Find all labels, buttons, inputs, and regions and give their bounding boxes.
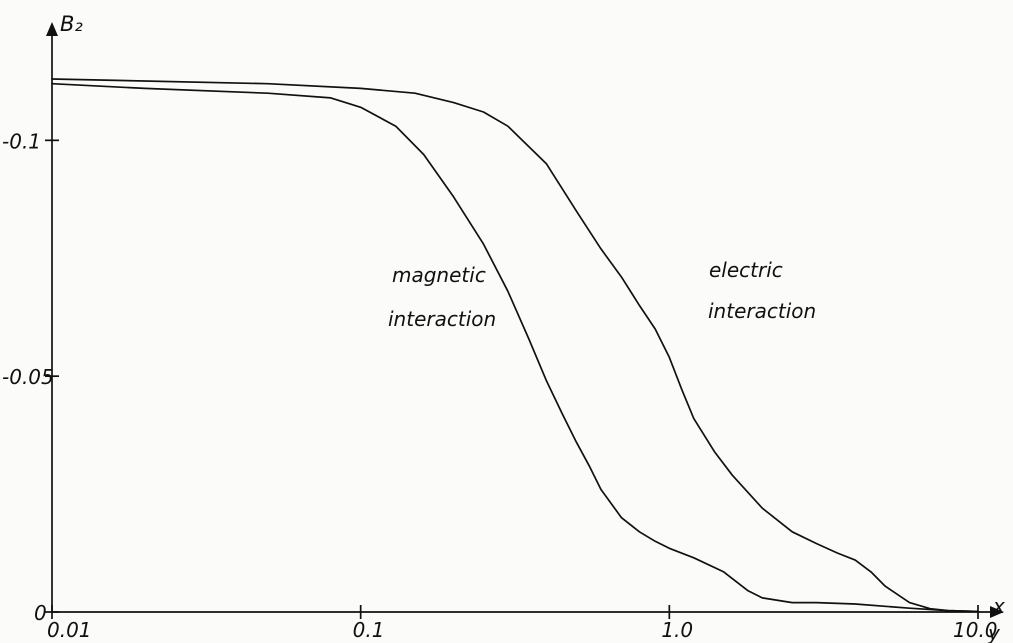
y-tick-label-1: -0.05 (2, 365, 54, 389)
electric-interaction-label: electric interaction (708, 258, 816, 323)
x-axis-title-bottom: y (987, 621, 1001, 643)
y-tick-label-2: -0.1 (2, 129, 41, 153)
y-axis-arrow (46, 22, 58, 36)
x-tick-label-2: 1.0 (661, 618, 693, 642)
ticks: 0.01 0.1 1.0 10.0 0 -0.05 -0.1 (2, 129, 998, 642)
magnetic-label-line-2: interaction (388, 307, 496, 331)
magnetic-interaction-curve (51, 82, 979, 613)
electric-label-line-1: electric (709, 258, 783, 282)
x-tick-label-1: 0.1 (353, 618, 385, 642)
magnetic-label-line-1: magnetic (392, 263, 486, 287)
electric-interaction-curve (51, 78, 979, 613)
magnetic-interaction-label: magnetic interaction (388, 263, 496, 331)
electric-label-line-2: interaction (708, 299, 816, 323)
x-axis-title: x y (987, 594, 1011, 643)
x-axis-arrow (990, 606, 1004, 618)
x-tick-label-3: 10.0 (953, 618, 998, 642)
y-tick-label-0: 0 (34, 601, 47, 625)
curves (51, 78, 979, 613)
x-tick-label-0: 0.01 (47, 618, 92, 642)
axes (46, 22, 1004, 618)
y-axis-title: B₂ (60, 12, 83, 36)
x-axis-title-top: x (992, 594, 1005, 618)
